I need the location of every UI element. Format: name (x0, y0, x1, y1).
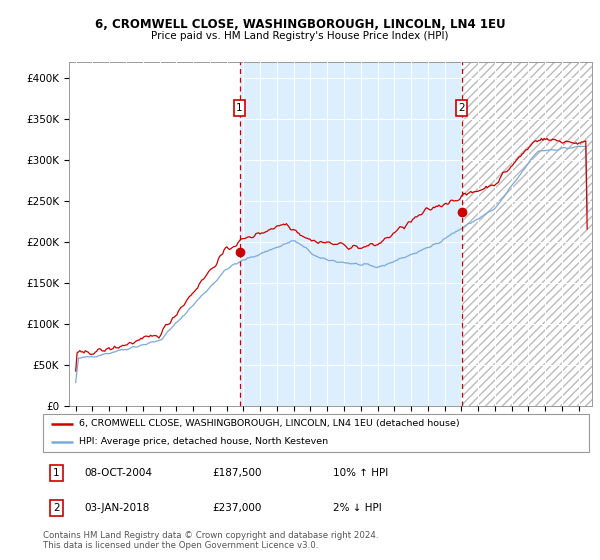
Text: Contains HM Land Registry data © Crown copyright and database right 2024.
This d: Contains HM Land Registry data © Crown c… (43, 531, 379, 550)
Text: 2% ↓ HPI: 2% ↓ HPI (332, 503, 382, 513)
Text: 6, CROMWELL CLOSE, WASHINGBOROUGH, LINCOLN, LN4 1EU (detached house): 6, CROMWELL CLOSE, WASHINGBOROUGH, LINCO… (79, 419, 460, 428)
FancyBboxPatch shape (43, 414, 589, 452)
Text: 2: 2 (53, 503, 59, 513)
Text: £187,500: £187,500 (212, 468, 262, 478)
Text: 08-OCT-2004: 08-OCT-2004 (84, 468, 152, 478)
Bar (461, 62, 600, 406)
Text: 1: 1 (236, 103, 243, 113)
Text: HPI: Average price, detached house, North Kesteven: HPI: Average price, detached house, Nort… (79, 437, 328, 446)
Text: 1: 1 (53, 468, 59, 478)
Text: 6, CROMWELL CLOSE, WASHINGBOROUGH, LINCOLN, LN4 1EU: 6, CROMWELL CLOSE, WASHINGBOROUGH, LINCO… (95, 17, 505, 31)
Bar (239, 62, 461, 406)
Bar (461, 62, 600, 406)
Text: £237,000: £237,000 (212, 503, 262, 513)
Text: 10% ↑ HPI: 10% ↑ HPI (332, 468, 388, 478)
Text: Price paid vs. HM Land Registry's House Price Index (HPI): Price paid vs. HM Land Registry's House … (151, 31, 449, 41)
Text: 03-JAN-2018: 03-JAN-2018 (84, 503, 149, 513)
Text: 2: 2 (458, 103, 465, 113)
